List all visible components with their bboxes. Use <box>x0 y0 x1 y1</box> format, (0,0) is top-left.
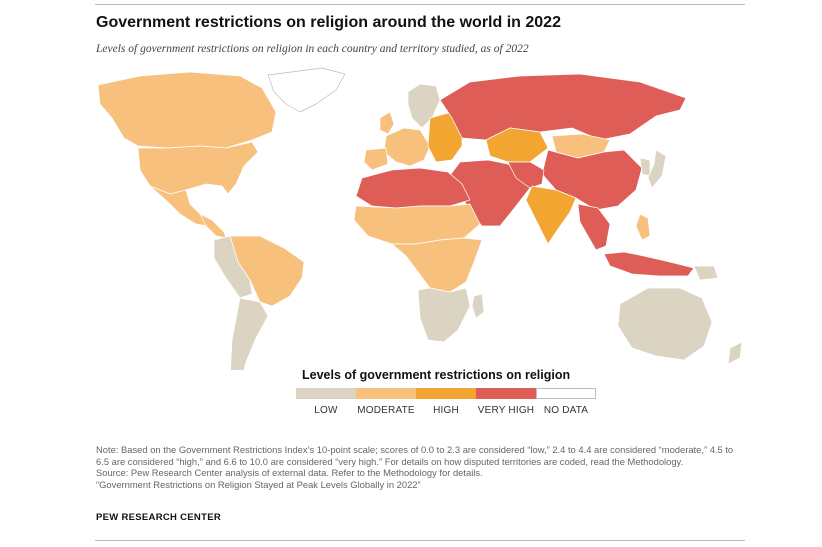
region-papua <box>693 265 719 281</box>
report-title: “Government Restrictions on Religion Sta… <box>96 478 421 490</box>
top-rule <box>95 4 745 5</box>
region-southern-cone <box>230 297 269 370</box>
region-new-zealand <box>727 341 743 365</box>
region-kazakhstan <box>485 127 549 163</box>
legend-title: Levels of government restrictions on rel… <box>302 368 571 382</box>
region-andean-south-america <box>213 235 253 299</box>
region-china <box>541 149 643 211</box>
region-japan <box>647 149 667 189</box>
legend-swatch-high <box>416 388 476 399</box>
region-united-states <box>137 141 259 195</box>
source-text: Source: Pew Research Center analysis of … <box>96 467 483 479</box>
bottom-rule <box>95 540 745 541</box>
region-russia <box>439 73 687 141</box>
region-madagascar <box>471 293 485 319</box>
region-india <box>525 185 577 245</box>
note-text: Note: Based on the Government Restrictio… <box>96 444 734 467</box>
region-central-america <box>199 213 227 239</box>
legend-label-very-high: VERY HIGH <box>477 405 535 416</box>
legend-swatch-moderate <box>356 388 416 399</box>
region-central-africa <box>391 237 483 293</box>
chart-title: Government restrictions on religion arou… <box>96 14 561 31</box>
legend-swatch-very-high <box>476 388 536 399</box>
region-western-europe <box>383 127 431 167</box>
legend-swatch-no-data <box>536 388 596 399</box>
legend-label-low: LOW <box>314 405 338 416</box>
region-uk-ireland <box>379 111 395 135</box>
world-map <box>97 67 743 370</box>
region-southeast-asia <box>577 203 611 251</box>
region-canada <box>97 71 277 149</box>
region-indonesia <box>603 251 695 277</box>
legend-swatch-low <box>296 388 356 399</box>
region-australia <box>617 287 713 361</box>
region-southern-africa <box>417 287 471 343</box>
region-mexico <box>149 185 209 227</box>
legend-label-high: HIGH <box>433 405 459 416</box>
notes: Note: Based on the Government Restrictio… <box>96 444 746 490</box>
region-philippines <box>635 213 651 241</box>
region-iberia <box>363 147 389 171</box>
region-greenland <box>267 67 346 113</box>
region-north-africa <box>355 167 471 209</box>
region-central-asia <box>507 161 545 189</box>
legend-labels: LOW MODERATE HIGH VERY HIGH NO DATA <box>296 405 596 416</box>
chart-subtitle: Levels of government restrictions on rel… <box>96 43 529 55</box>
region-korea <box>639 157 651 177</box>
legend-color-bar <box>296 388 596 399</box>
legend-label-moderate: MODERATE <box>357 405 415 416</box>
legend-label-no-data: NO DATA <box>543 405 589 416</box>
brand-logo-text: PEW RESEARCH CENTER <box>96 512 221 523</box>
